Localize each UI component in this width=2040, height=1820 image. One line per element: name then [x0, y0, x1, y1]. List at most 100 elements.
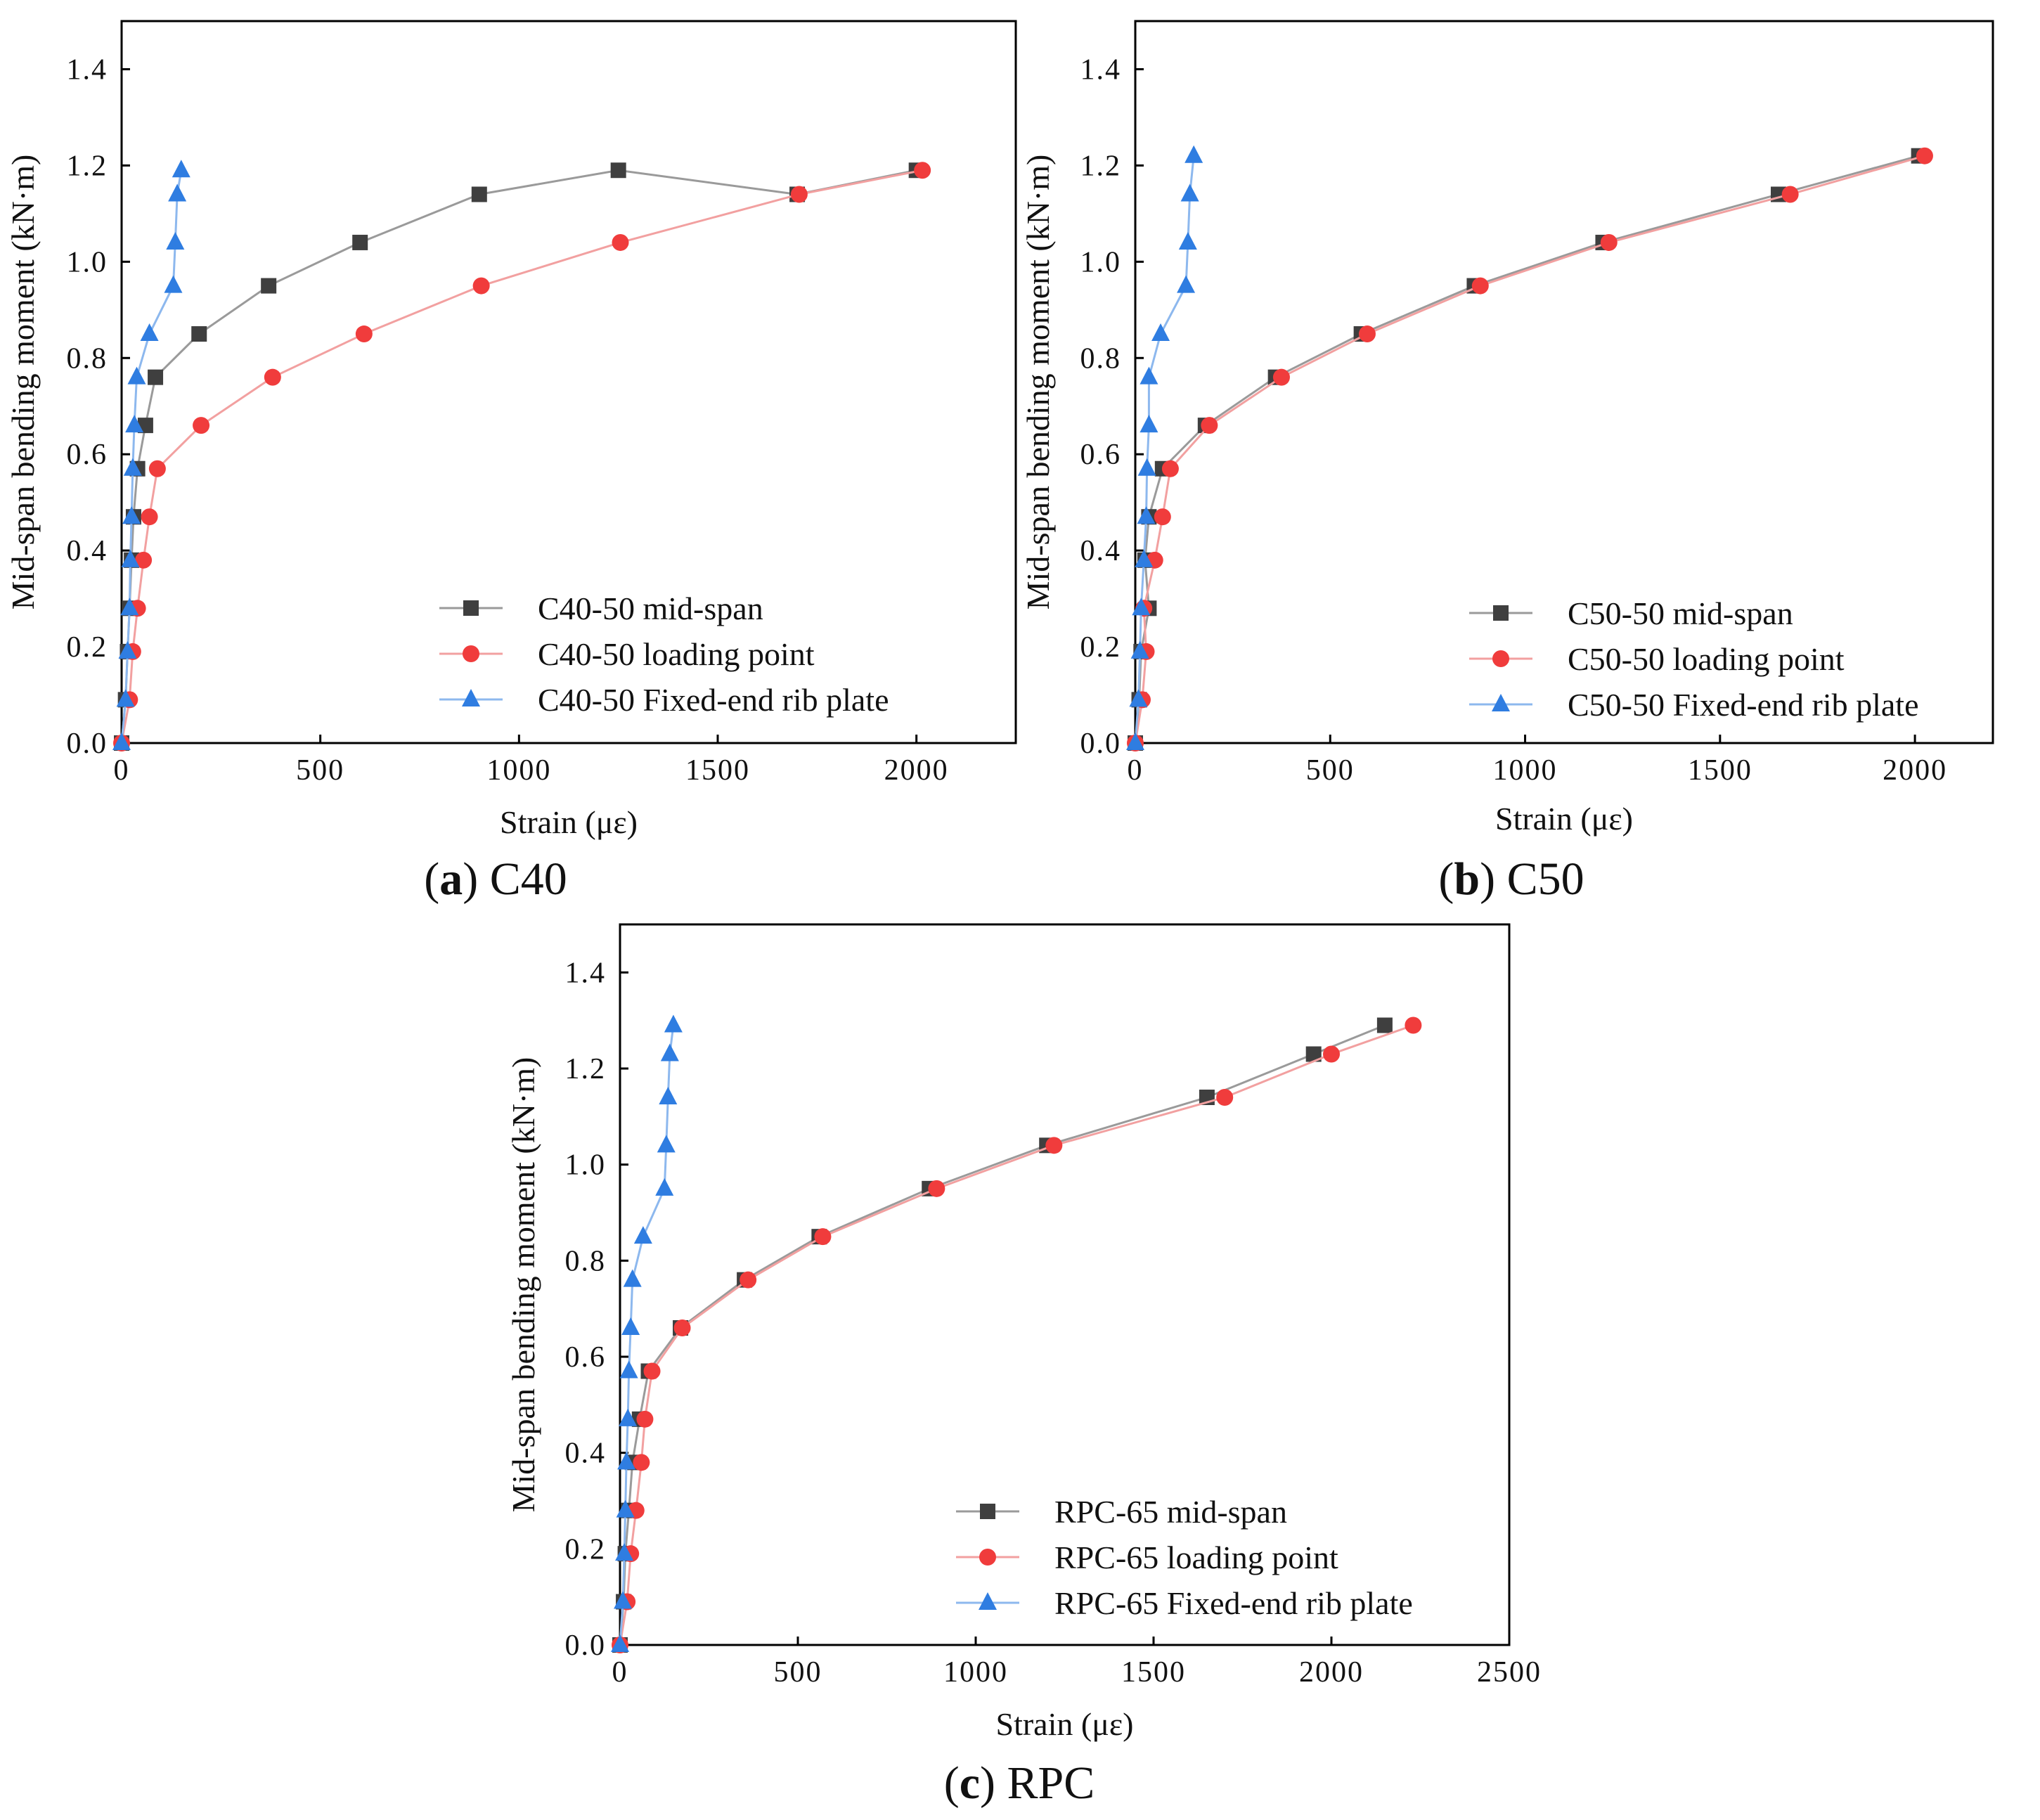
y-tick-label: 0.2 — [67, 631, 108, 664]
legend-marker — [980, 1504, 995, 1519]
data-point — [1184, 145, 1203, 163]
legend-entry: C50-50 mid-span — [1469, 595, 1793, 631]
x-tick-label: 0 — [1128, 754, 1144, 787]
data-point — [127, 366, 146, 385]
data-point — [673, 1319, 691, 1336]
legend-marker — [463, 645, 479, 662]
x-tick-label: 2000 — [1299, 1656, 1364, 1689]
x-axis-title: Strain (με) — [500, 804, 638, 840]
x-tick-label: 2000 — [1883, 754, 1947, 787]
data-point — [1178, 231, 1197, 250]
legend-entry: C40-50 Fixed-end rib plate — [439, 682, 889, 718]
data-point — [633, 1454, 650, 1471]
data-point — [166, 231, 185, 250]
data-point — [125, 415, 144, 433]
series-loading — [612, 1017, 1422, 1653]
data-point — [1358, 325, 1376, 343]
legend-marker — [463, 600, 479, 616]
legend-label: C40-50 Fixed-end rib plate — [538, 682, 889, 718]
x-tick-label: 0 — [114, 754, 130, 787]
data-point — [1045, 1137, 1063, 1154]
data-point — [621, 1317, 640, 1335]
data-point — [123, 458, 142, 476]
data-point — [643, 1362, 661, 1380]
legend-entry: C40-50 loading point — [439, 636, 815, 672]
y-tick-label: 1.2 — [67, 150, 108, 182]
y-tick-label: 0.6 — [1080, 439, 1122, 471]
y-tick-label: 0.4 — [1080, 535, 1122, 567]
x-tick-label: 2500 — [1477, 1656, 1542, 1689]
y-tick-label: 0.0 — [565, 1629, 607, 1662]
data-point — [1126, 732, 1144, 750]
data-point — [615, 1543, 634, 1561]
y-tick-label: 1.2 — [565, 1053, 607, 1085]
data-point — [1916, 147, 1933, 164]
data-point — [148, 369, 164, 385]
data-point — [619, 1408, 638, 1426]
data-point — [1129, 689, 1148, 707]
data-point — [471, 186, 487, 202]
data-point — [121, 549, 140, 567]
data-point — [116, 689, 135, 707]
data-point — [264, 368, 281, 386]
data-point — [633, 1226, 652, 1244]
legend-label: C40-50 mid-span — [538, 590, 763, 626]
plot-frame — [120, 20, 1017, 744]
data-point — [655, 1177, 674, 1196]
y-tick-label: 1.0 — [565, 1149, 607, 1182]
data-point — [928, 1180, 945, 1197]
data-point — [814, 1228, 832, 1246]
y-axis-title: Mid-span bending moment (kN·m) — [505, 1057, 541, 1513]
data-point — [636, 1410, 654, 1428]
x-axis-title: Strain (με) — [1495, 801, 1633, 837]
x-tick-label: 500 — [296, 754, 344, 787]
y-tick-label: 1.4 — [1080, 53, 1122, 86]
x-tick-label: 1000 — [1493, 754, 1558, 787]
data-point — [148, 460, 166, 477]
y-tick-label: 1.2 — [1080, 150, 1122, 182]
x-tick-label: 1500 — [1688, 754, 1752, 787]
y-tick-label: 1.4 — [565, 957, 607, 989]
data-point — [1130, 640, 1149, 659]
data-point — [790, 186, 808, 203]
x-tick-label: 500 — [1306, 754, 1355, 787]
x-tick-label: 0 — [612, 1656, 628, 1689]
legend-label: RPC-65 Fixed-end rib plate — [1054, 1585, 1413, 1621]
data-point — [1272, 368, 1290, 386]
y-tick-label: 0.8 — [1080, 342, 1122, 375]
data-point — [1600, 233, 1618, 251]
data-point — [616, 1499, 635, 1518]
data-point — [1405, 1017, 1422, 1034]
data-point — [914, 162, 931, 179]
x-tick-label: 1500 — [685, 754, 750, 787]
data-point — [1305, 1046, 1322, 1062]
data-point — [355, 325, 373, 343]
data-point — [1135, 549, 1154, 567]
x-tick-label: 1000 — [486, 754, 551, 787]
data-point — [120, 598, 139, 616]
y-tick-label: 1.0 — [67, 246, 108, 278]
y-tick-label: 0.8 — [565, 1245, 607, 1277]
data-point — [1132, 598, 1151, 616]
data-point — [1137, 506, 1156, 524]
y-tick-label: 1.4 — [67, 53, 108, 86]
y-tick-label: 0.6 — [67, 439, 108, 471]
y-axis-title: Mid-span bending moment (kN·m) — [1020, 155, 1056, 610]
y-tick-label: 0.6 — [565, 1341, 607, 1374]
data-point — [1471, 277, 1489, 295]
data-point — [472, 277, 490, 295]
x-tick-label: 500 — [774, 1656, 822, 1689]
data-point — [657, 1135, 676, 1153]
legend-entry: RPC-65 mid-span — [956, 1494, 1287, 1530]
chart-panel-c: 0 500 1000 1500 2000 2500 0.0 0.2 0.4 0.6 0.8 1.0 1.… — [505, 923, 1542, 1742]
data-point — [660, 1043, 679, 1061]
y-tick-label: 0.2 — [1080, 631, 1122, 664]
data-point — [1201, 417, 1218, 434]
data-point — [1161, 460, 1179, 477]
data-point — [352, 234, 368, 250]
x-tick-label: 1000 — [943, 1656, 1008, 1689]
caption-label-b: C50 — [1507, 853, 1584, 905]
caption-letter-b: b — [1454, 853, 1480, 905]
x-tick-label: 2000 — [884, 754, 949, 787]
